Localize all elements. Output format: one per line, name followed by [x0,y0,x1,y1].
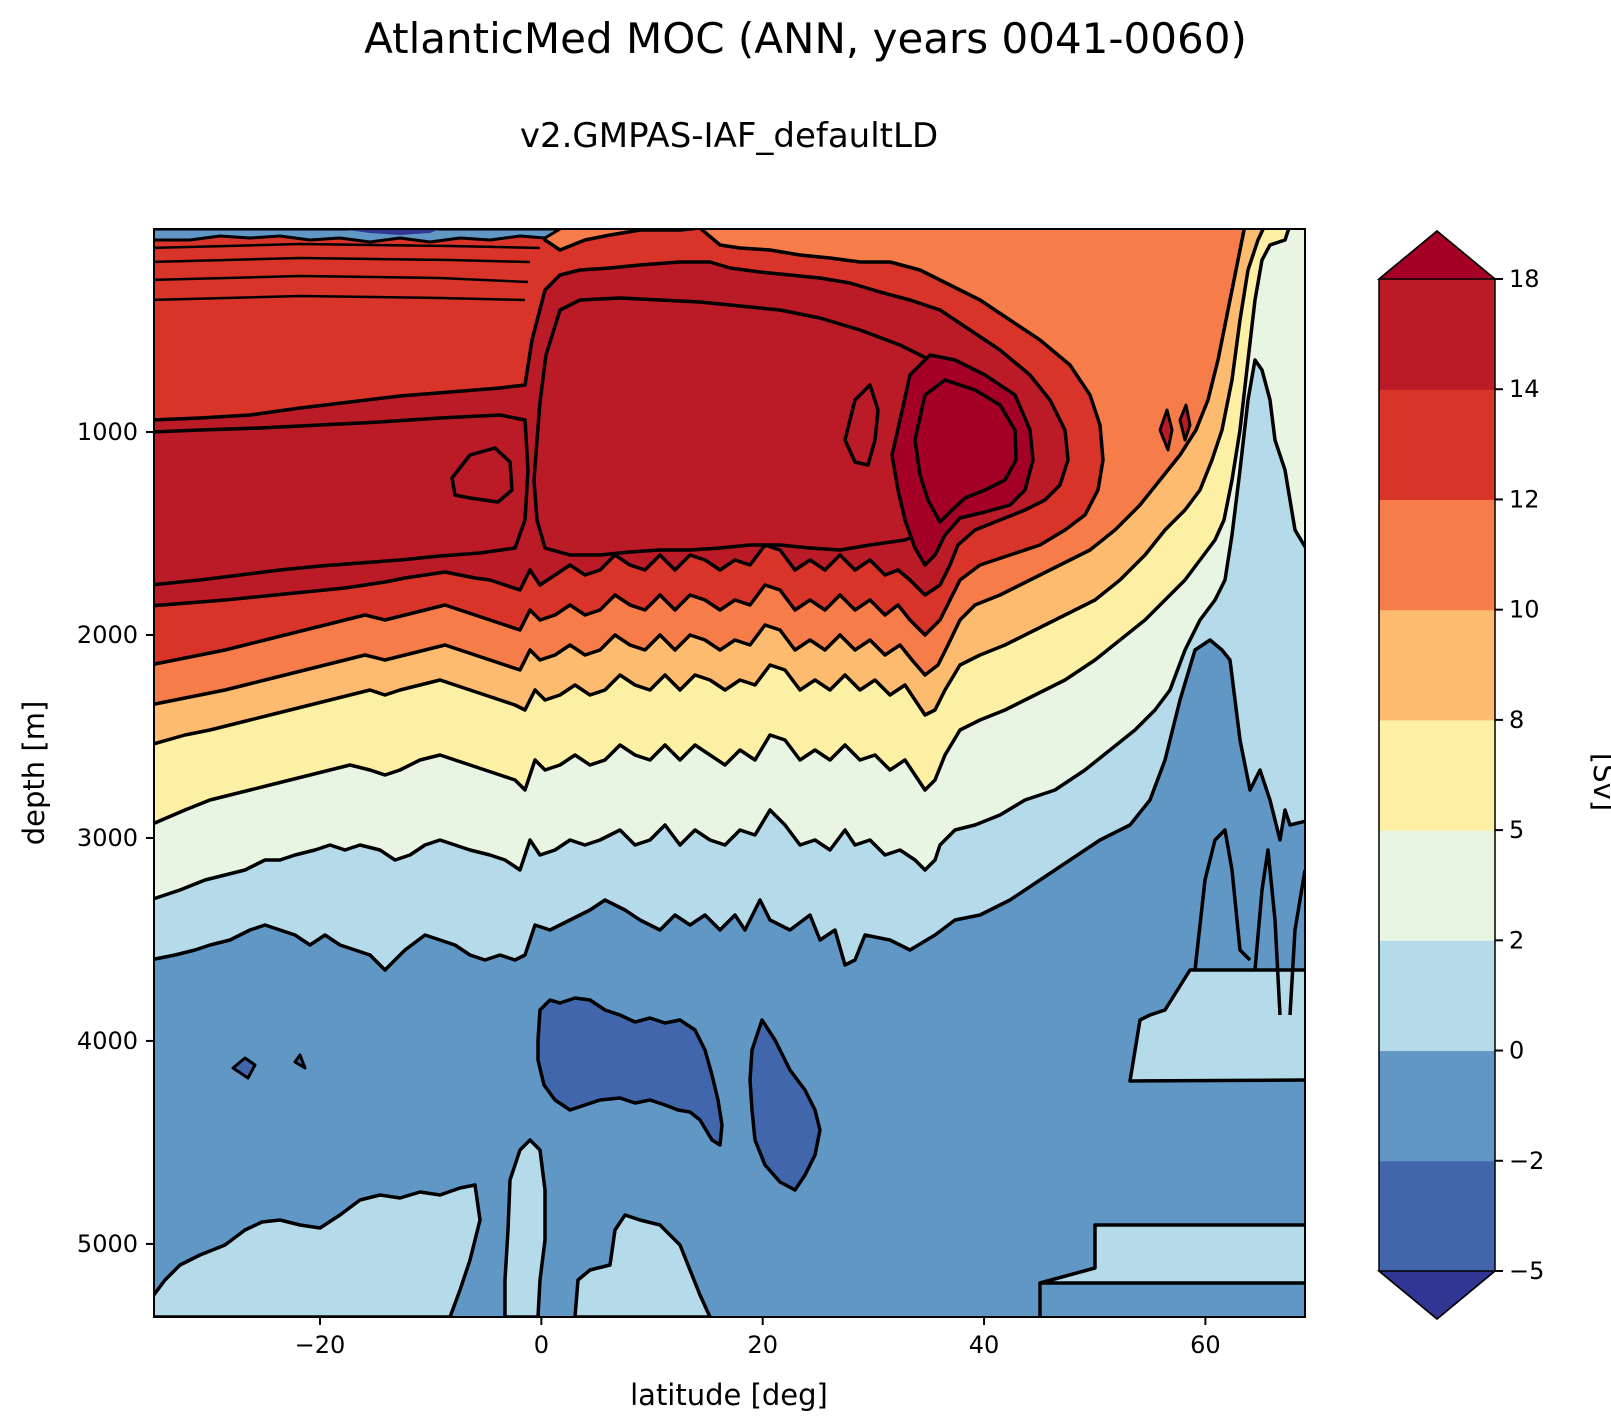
colorbar-segment [1379,719,1495,831]
colorbar-segment [1379,1050,1495,1162]
contour-line-east-loop [1158,403,1192,452]
surface-negative-strip [154,229,562,244]
colorbar-tick-label: 10 [1509,596,1540,624]
colorbar-over-arrow [1376,230,1498,280]
contour-line-18-inner [913,378,1018,524]
band-14-to-18 [154,260,1070,608]
y-tick-label: 4000 [77,1027,138,1055]
bottom-boxes-east [1128,968,1305,1083]
bottom-positive-center [573,1213,712,1317]
x-tick-label: 0 [534,1331,549,1359]
colorbar-tick-label: 18 [1509,265,1540,293]
x-tick-label: −20 [295,1331,346,1359]
y-axis-label: depth [m] [17,701,51,846]
contour-field [154,229,1305,1317]
colorbar-segment [1379,830,1495,941]
plot-frame [153,228,1306,1318]
y-tick-label: 1000 [77,418,138,446]
east-slope-contours [1193,828,1305,1016]
bottom-positive-east-step [1038,1223,1305,1317]
deep-negative-cell-3 [231,1053,307,1080]
deep-negative-cell-1 [536,996,724,1147]
colorbar-segment [1379,940,1495,1052]
x-tick-label: 20 [747,1331,778,1359]
colorbar-tick-label: 8 [1509,706,1524,734]
surface-contours [154,242,541,302]
chart-subtitle: v2.GMPAS-IAF_defaultLD [519,116,939,156]
colorbar-tick-label: 14 [1509,375,1540,403]
y-tick-label: 2000 [77,621,138,649]
y-tick-label: 5000 [77,1230,138,1258]
band-over-18 [890,353,1035,567]
contour-line-14-small-loop [450,446,514,504]
colorbar-tick-label: 12 [1509,485,1540,513]
x-axis-label: latitude [deg] [630,1378,828,1412]
contour-line-15-west [154,413,530,587]
colorbar-tick-label: 5 [1509,816,1524,844]
x-axis: −20 0 20 40 60 [295,1317,1221,1359]
x-tick-label: 40 [969,1331,1000,1359]
colorbar-tick-label: 0 [1509,1037,1524,1065]
contour-line-14-small-loop-2 [843,383,880,467]
deep-negative-cell-2 [748,1018,822,1192]
colorbar-segment [1379,499,1495,611]
colorbar-tick-label: −5 [1509,1257,1544,1285]
x-tick-label: 60 [1190,1331,1221,1359]
colorbar-segment [1379,1160,1495,1272]
colorbar-tick-label: −2 [1509,1147,1544,1175]
colorbar-segment [1379,279,1495,390]
chart-title: AtlanticMed MOC (ANN, years 0041-0060) [364,14,1247,63]
y-tick-label: 3000 [77,824,138,852]
colorbar-under-arrow [1376,1270,1498,1320]
colorbar: −5 −2 0 2 5 8 10 12 14 18 [1376,230,1544,1320]
colorbar-label: [Sv] [1587,753,1611,811]
colorbar-tick-label: 2 [1509,926,1524,954]
bottom-positive-mid [503,1138,547,1317]
surface-strong-negative [340,229,440,235]
colorbar-segment [1379,389,1495,500]
colorbar-segment [1379,609,1495,721]
bottom-positive-west [154,1183,482,1317]
y-axis: 1000 2000 3000 4000 5000 [77,418,154,1258]
